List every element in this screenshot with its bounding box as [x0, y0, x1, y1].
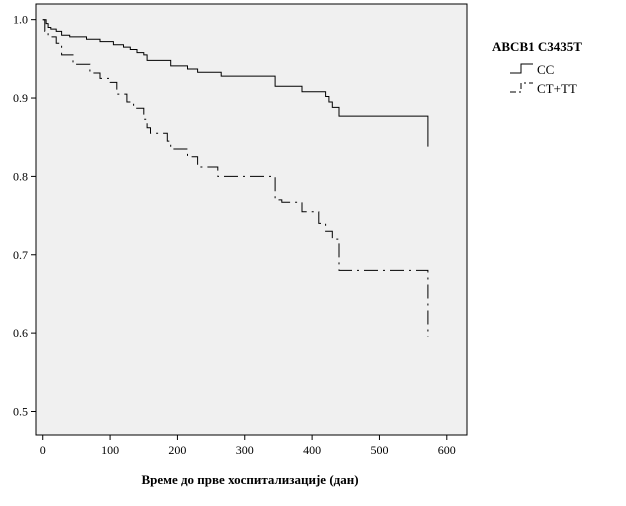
x-tick-label: 300 — [236, 443, 254, 457]
x-tick-label: 600 — [438, 443, 456, 457]
y-tick-label: 1.0 — [13, 13, 28, 27]
plot-area — [35, 3, 468, 436]
legend-swatch — [510, 82, 533, 93]
y-tick-label: 0.8 — [13, 169, 28, 183]
y-tick-label: 0.7 — [13, 248, 28, 262]
legend: ABCB1 C3435T CC CT+TT — [492, 39, 582, 96]
y-tick-label: 0.9 — [13, 91, 28, 105]
x-tick-label: 100 — [101, 443, 119, 457]
x-tick-label: 500 — [370, 443, 388, 457]
x-axis: 0 100 200 300 400 500 600 — [40, 435, 456, 457]
x-axis-title: Време до прве хоспитализације (дан) — [141, 472, 358, 487]
x-tick-label: 200 — [168, 443, 186, 457]
legend-swatch — [510, 63, 533, 74]
series-line-ct-tt — [42, 19, 429, 337]
legend-label: CT+TT — [537, 81, 577, 96]
series-layer — [42, 19, 429, 337]
series-line-cc — [42, 19, 429, 147]
legend-label: CC — [537, 62, 554, 77]
y-tick-label: 0.5 — [13, 404, 28, 418]
y-tick-label: 0.6 — [13, 326, 28, 340]
legend-title: ABCB1 C3435T — [492, 39, 582, 54]
x-tick-label: 0 — [40, 443, 46, 457]
y-axis: 0.5 0.6 0.7 0.8 0.9 1.0 — [13, 13, 36, 418]
x-tick-label: 400 — [303, 443, 321, 457]
